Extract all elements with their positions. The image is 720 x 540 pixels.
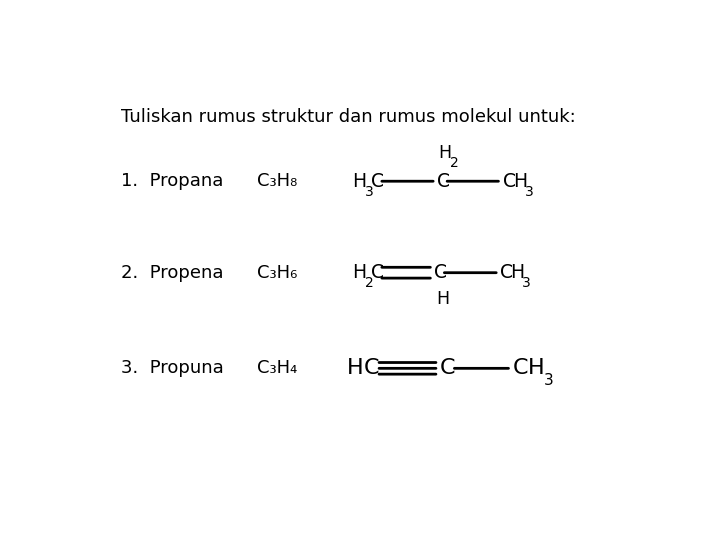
Text: 2.  Propena: 2. Propena <box>121 264 223 282</box>
Text: H: H <box>436 290 449 308</box>
Text: C: C <box>364 359 379 379</box>
Text: H: H <box>352 263 366 282</box>
Text: 2: 2 <box>364 276 373 290</box>
Text: C: C <box>500 263 513 282</box>
Text: C: C <box>437 172 450 191</box>
Text: H: H <box>438 144 452 162</box>
Text: C: C <box>503 172 516 191</box>
Text: C: C <box>440 359 455 379</box>
Text: H: H <box>513 172 527 191</box>
Text: 3: 3 <box>364 185 373 199</box>
Text: 3: 3 <box>544 373 554 388</box>
Text: 3: 3 <box>525 185 534 199</box>
Text: H: H <box>528 359 544 379</box>
Text: Tuliskan rumus struktur dan rumus molekul untuk:: Tuliskan rumus struktur dan rumus moleku… <box>121 108 575 126</box>
Text: C₃H₈: C₃H₈ <box>258 172 297 190</box>
Text: C: C <box>434 263 447 282</box>
Text: C₃H₄: C₃H₄ <box>258 359 297 377</box>
Text: C: C <box>371 263 384 282</box>
Text: 2: 2 <box>451 157 459 170</box>
Text: C: C <box>513 359 528 379</box>
Text: H: H <box>352 172 366 191</box>
Text: 3.  Propuna: 3. Propuna <box>121 359 223 377</box>
Text: 1.  Propana: 1. Propana <box>121 172 223 190</box>
Text: 3: 3 <box>522 276 531 290</box>
Text: H: H <box>510 263 524 282</box>
Text: H: H <box>347 359 364 379</box>
Text: C: C <box>371 172 384 191</box>
Text: C₃H₆: C₃H₆ <box>258 264 298 282</box>
